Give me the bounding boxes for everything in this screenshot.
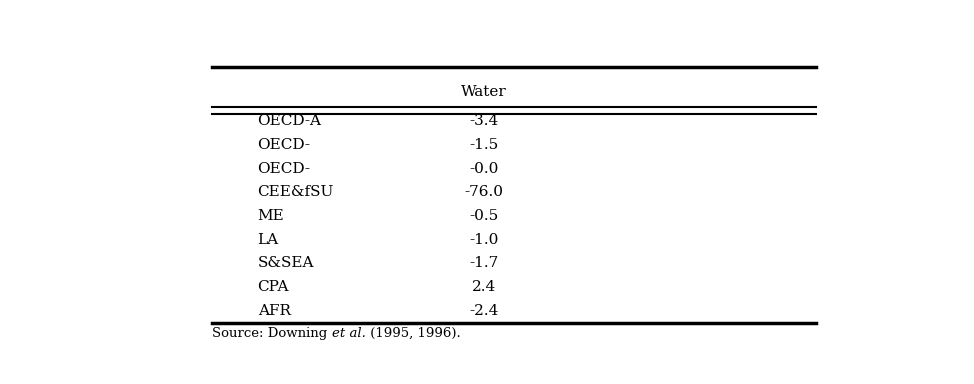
Text: CEE&fSU: CEE&fSU: [257, 185, 334, 199]
Text: -3.4: -3.4: [469, 114, 499, 129]
Text: LA: LA: [257, 233, 279, 247]
Text: Water: Water: [462, 85, 506, 99]
Text: -1.7: -1.7: [469, 257, 499, 270]
Text: -0.5: -0.5: [469, 209, 499, 223]
Text: -2.4: -2.4: [469, 304, 499, 318]
Text: ME: ME: [257, 209, 284, 223]
Text: -0.0: -0.0: [469, 162, 499, 176]
Text: OECD-A: OECD-A: [257, 114, 321, 129]
Text: et al.: et al.: [332, 327, 365, 340]
Text: OECD-: OECD-: [257, 138, 311, 152]
Text: S&SEA: S&SEA: [257, 257, 315, 270]
Text: -1.5: -1.5: [469, 138, 499, 152]
Text: CPA: CPA: [257, 280, 289, 294]
Text: -1.0: -1.0: [469, 233, 499, 247]
Text: (1995, 1996).: (1995, 1996).: [365, 327, 461, 340]
Text: -76.0: -76.0: [465, 185, 504, 199]
Text: Source: Downing: Source: Downing: [212, 327, 332, 340]
Text: 2.4: 2.4: [472, 280, 496, 294]
Text: OECD-: OECD-: [257, 162, 311, 176]
Text: AFR: AFR: [257, 304, 290, 318]
